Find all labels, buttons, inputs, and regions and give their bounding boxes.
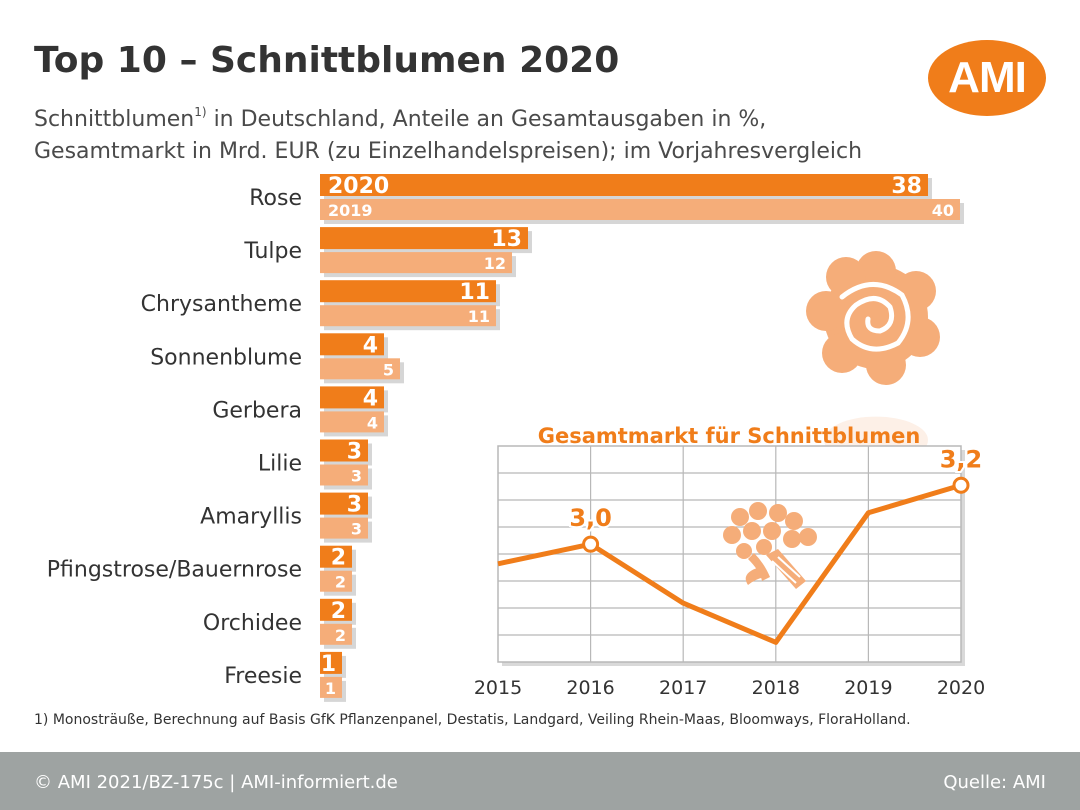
highlight-point — [952, 476, 970, 494]
chart-title: Top 10 – Schnittblumen 2020 — [34, 40, 620, 81]
value-label-2020: 38 — [891, 174, 922, 199]
bar-2019 — [320, 676, 342, 698]
bar-2019 — [320, 464, 368, 486]
x-tick-label: 2020 — [937, 677, 985, 699]
rose-icon — [806, 251, 940, 385]
category-label: Freesie — [224, 664, 302, 689]
bar-2019 — [320, 305, 496, 327]
bar-2019 — [320, 358, 400, 380]
category-label: Gerbera — [212, 398, 302, 423]
bar-2019 — [320, 623, 352, 645]
value-label-2020: 4 — [363, 333, 378, 358]
series-label-2020: 2020 — [328, 174, 389, 199]
highlight-point — [582, 535, 600, 553]
value-label-2020: 13 — [491, 227, 522, 252]
bar-2020 — [320, 386, 384, 409]
data-label: 3,2 — [940, 445, 983, 473]
value-label-2020: 2 — [331, 546, 346, 571]
category-label: Lilie — [258, 452, 302, 477]
bar-2020 — [320, 174, 928, 196]
copyright-text: © AMI 2021/BZ-175c | AMI-informiert.de — [34, 772, 398, 793]
category-label: Sonnenblume — [150, 345, 302, 370]
x-tick-label: 2018 — [752, 677, 800, 699]
bar-2020 — [320, 598, 352, 621]
value-label-2020: 3 — [347, 440, 362, 465]
value-label-2019: 2 — [335, 626, 346, 645]
x-tick-label: 2015 — [474, 677, 522, 699]
x-tick-label: 2019 — [844, 677, 892, 699]
category-label: Pfingstrose/Bauernrose — [47, 558, 302, 583]
bar-2019 — [320, 517, 368, 539]
value-label-2020: 4 — [363, 386, 378, 411]
bar-2019 — [320, 411, 384, 433]
value-label-2019: 11 — [468, 307, 490, 326]
footer-bar: © AMI 2021/BZ-175c | AMI-informiert.de Q… — [0, 752, 1080, 810]
bar-2019 — [320, 570, 352, 592]
category-label: Tulpe — [243, 239, 302, 264]
bar-2020 — [320, 492, 368, 515]
bar-2020 — [320, 280, 496, 303]
x-tick-label: 2016 — [566, 677, 614, 699]
data-label: 3,0 — [569, 504, 612, 532]
value-label-2020: 1 — [321, 652, 336, 677]
value-label-2019: 4 — [367, 413, 378, 432]
ami-logo: AMI — [928, 40, 1046, 116]
value-label-2020: 2 — [331, 599, 346, 624]
series-line — [497, 482, 962, 645]
subtitle-line-2: Gesamtmarkt in Mrd. EUR (zu Einzelhandel… — [34, 139, 863, 164]
bar-2020 — [320, 439, 368, 462]
subtitle-text-a: Schnittblumen — [34, 107, 195, 132]
bar-2020 — [320, 651, 342, 674]
chart-subtitle: Schnittblumen1) in Deutschland, Anteile … — [34, 96, 862, 168]
category-label: Rose — [249, 186, 302, 211]
value-label-2019: 12 — [484, 254, 506, 273]
value-label-2019: 3 — [351, 520, 362, 539]
value-label-2019: 40 — [932, 201, 954, 220]
source-text: Quelle: AMI — [943, 772, 1046, 793]
category-label: Orchidee — [203, 611, 302, 636]
subtitle-text-b: in Deutschland, Anteile an Gesamtausgabe… — [206, 107, 767, 132]
value-label-2019: 1 — [325, 679, 336, 698]
value-label-2019: 5 — [383, 360, 394, 379]
category-label: Amaryllis — [200, 505, 302, 530]
value-label-2019: 3 — [351, 467, 362, 486]
value-label-2020: 3 — [347, 493, 362, 518]
footnote: 1) Monosträuße, Berechnung auf Basis GfK… — [34, 712, 911, 728]
bouquet-icon — [723, 502, 817, 589]
bar-2020 — [320, 545, 352, 568]
series-label-2019: 2019 — [328, 201, 373, 220]
subtitle-line-1: Schnittblumen1) in Deutschland, Anteile … — [34, 96, 862, 136]
x-tick-label: 2017 — [659, 677, 707, 699]
bar-2019 — [320, 252, 512, 274]
bar-2020 — [320, 227, 528, 250]
value-label-2020: 11 — [459, 280, 490, 305]
bar-2020 — [320, 333, 384, 356]
category-label: Chrysantheme — [141, 292, 302, 317]
footnote-marker: 1) — [194, 105, 207, 119]
bar-2019 — [320, 199, 960, 220]
line-chart-title: Gesamtmarkt für Schnittblumen — [538, 424, 921, 448]
value-label-2019: 2 — [335, 573, 346, 592]
